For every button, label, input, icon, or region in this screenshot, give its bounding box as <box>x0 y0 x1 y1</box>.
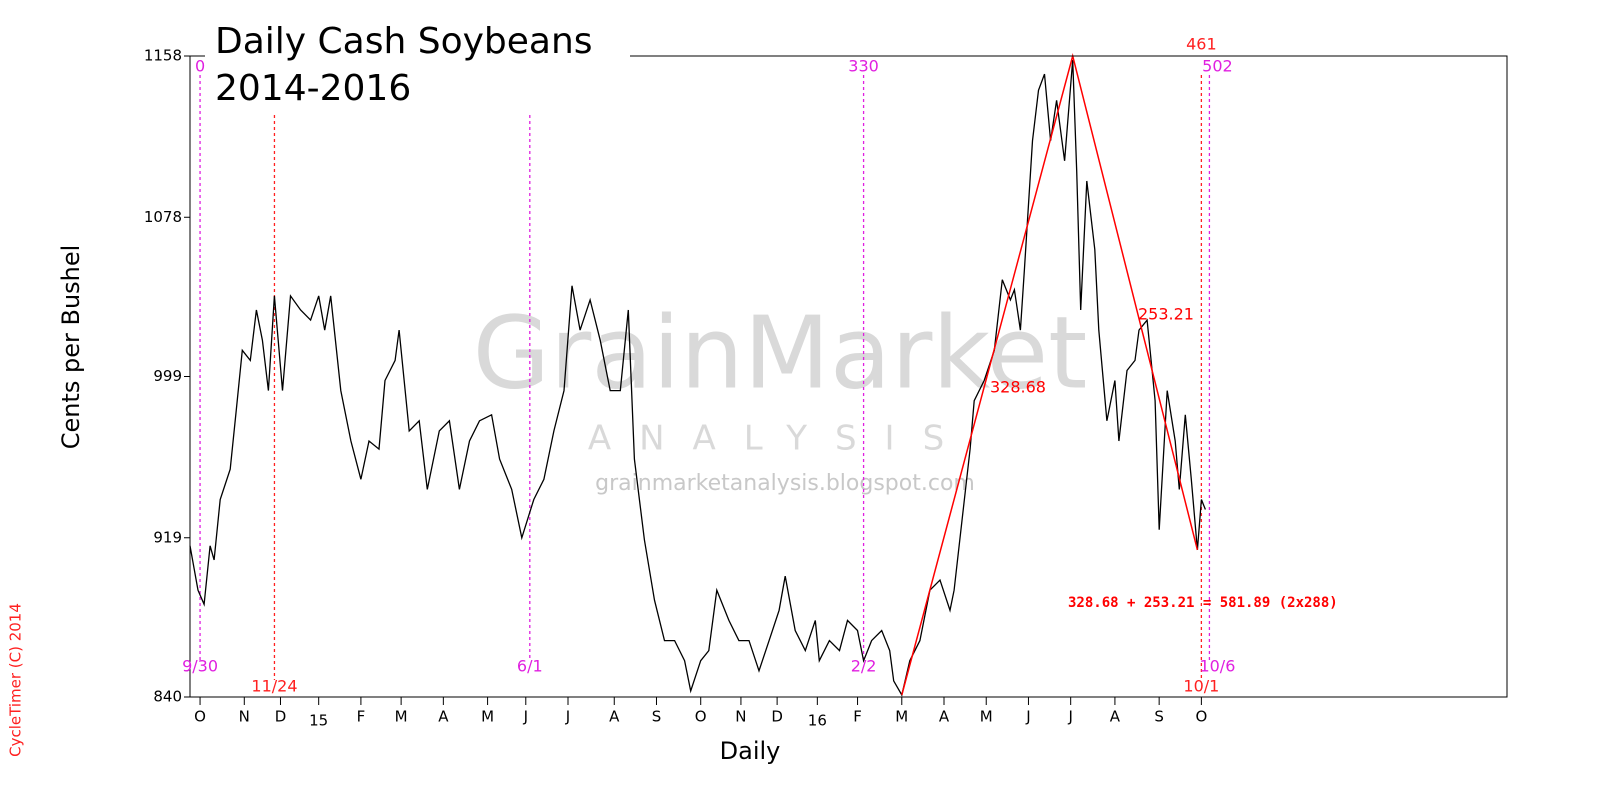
title-backdrop <box>205 20 630 115</box>
cycle-bottom-label: 6/1 <box>517 657 543 676</box>
x-tick-label: O <box>1195 708 1207 726</box>
cycle-top-label: 461 <box>1186 35 1217 54</box>
x-tick-label: 15 <box>309 712 328 730</box>
chart-subtitle: 2014-2016 <box>215 68 411 109</box>
x-tick-label: D <box>771 708 783 726</box>
x-tick-label: S <box>1154 708 1164 726</box>
y-tick-label: 999 <box>153 367 182 385</box>
cycle-top-label: 0 <box>195 57 205 76</box>
trend-label: 328.68 <box>990 378 1046 397</box>
y-tick-label: 1078 <box>144 208 182 226</box>
x-tick-label: J <box>1025 708 1030 726</box>
x-tick-label: M <box>980 708 993 726</box>
x-tick-label: A <box>438 708 449 726</box>
x-tick-label: O <box>695 708 707 726</box>
y-tick-label: 1158 <box>144 47 182 65</box>
x-tick-label: A <box>939 708 950 726</box>
cycle-bottom-label: 11/24 <box>251 677 297 696</box>
x-tick-label: 16 <box>808 712 827 730</box>
credit: CycleTimer (C) 2014 <box>7 603 25 757</box>
x-tick-label: J <box>565 708 570 726</box>
x-tick-label: M <box>481 708 494 726</box>
x-axis-label: Daily <box>720 737 781 765</box>
x-tick-label: N <box>239 708 250 726</box>
x-tick-label: O <box>194 708 206 726</box>
x-tick-label: F <box>357 708 366 726</box>
chart-title: Daily Cash Soybeans <box>215 21 593 62</box>
cycle-top-label: 502 <box>1202 57 1233 76</box>
x-tick-label: A <box>1110 708 1121 726</box>
trend-label: 253.21 <box>1138 305 1194 324</box>
x-tick-label: F <box>853 708 862 726</box>
x-tick-label: J <box>523 708 528 726</box>
watermark-url: grainmarketanalysis.blogspot.com <box>595 471 975 496</box>
x-tick-label: J <box>1067 708 1072 726</box>
cycle-bottom-label: 10/6 <box>1199 657 1235 676</box>
x-tick-label: N <box>735 708 746 726</box>
x-tick-label: M <box>895 708 908 726</box>
y-tick-label: 840 <box>153 688 182 706</box>
price-line <box>189 59 1207 697</box>
x-tick-label: S <box>652 708 662 726</box>
cycle-bottom-label: 9/30 <box>182 657 218 676</box>
x-tick-label: A <box>609 708 620 726</box>
y-axis-label: Cents per Bushel <box>57 245 85 450</box>
cycle-bottom-label: 2/2 <box>851 657 877 676</box>
y-tick-label: 919 <box>153 528 182 546</box>
trend-equation: 328.68 + 253.21 = 581.89 (2x288) <box>1068 595 1338 611</box>
cycle-top-label: 330 <box>848 57 879 76</box>
cycle-bottom-label: 10/1 <box>1183 677 1219 696</box>
x-tick-label: M <box>395 708 408 726</box>
x-tick-label: D <box>275 708 287 726</box>
watermark-sub: ANALYSIS <box>588 419 972 459</box>
watermark-name: GrainMarket <box>473 294 1088 411</box>
